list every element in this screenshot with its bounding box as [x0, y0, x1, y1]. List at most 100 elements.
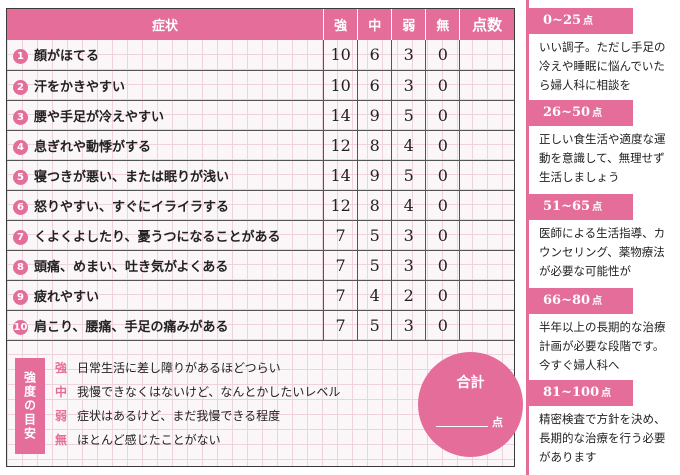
table-row: 6 怒りやすい、すぐにイライラする 12 8 4 0	[7, 190, 514, 221]
legend-text: 我慢できなくはないけど、なんとかしたいレベル	[77, 385, 341, 399]
description-line: 半年以上の長期的な治療	[539, 320, 666, 334]
table-row: 10 肩こり、腰痛、手足の痛みがある 7 5 3 0	[7, 310, 514, 341]
score-weak[interactable]: 3	[391, 70, 426, 101]
score-strong[interactable]: 14	[323, 160, 358, 191]
result-panel: 0~25 点いい調子。ただし手足の 冷えや睡眠に悩んでいた ら婦人科に相談を 26~50…	[526, 0, 680, 475]
score-medium[interactable]: 5	[357, 310, 392, 341]
score-weak[interactable]: 2	[391, 280, 426, 311]
total-unit: 点	[492, 416, 503, 429]
row-number-badge: 5	[13, 169, 28, 185]
legend-item-medium: 中我慢できなくはないけど、なんとかしたいレベル	[55, 382, 340, 402]
score-weak[interactable]: 3	[391, 40, 426, 71]
score-weak[interactable]: 3	[391, 310, 426, 341]
row-number-badge: 8	[13, 259, 28, 275]
score-none[interactable]: 0	[425, 280, 460, 311]
score-medium[interactable]: 9	[357, 160, 392, 191]
symptom-label: 頭痛、めまい、吐き気がよくある	[34, 259, 229, 275]
row-number-badge: 4	[13, 139, 28, 155]
score-none[interactable]: 0	[425, 190, 460, 221]
row-number-badge: 9	[13, 289, 28, 305]
score-medium[interactable]: 6	[357, 40, 392, 71]
score-strong[interactable]: 7	[323, 250, 358, 281]
score-strong[interactable]: 10	[323, 70, 358, 101]
score-medium[interactable]: 6	[357, 70, 392, 101]
score-strong[interactable]: 7	[323, 220, 358, 251]
score-strong[interactable]: 12	[323, 130, 358, 161]
score-weak[interactable]: 5	[391, 100, 426, 131]
score-medium[interactable]: 8	[357, 190, 392, 221]
range-value: 26~50	[543, 105, 591, 120]
score-weak[interactable]: 5	[391, 160, 426, 191]
score-none[interactable]: 0	[425, 220, 460, 251]
description-line: があります	[539, 450, 597, 464]
symptom-label: 疲れやすい	[34, 289, 100, 305]
score-none[interactable]: 0	[425, 310, 460, 341]
score-none[interactable]: 0	[425, 70, 460, 101]
header-strong: 強	[323, 9, 358, 40]
points-cell[interactable]	[459, 100, 514, 131]
score-weak[interactable]: 4	[391, 130, 426, 161]
description-line: ウンセリング、薬物療法	[539, 245, 665, 259]
header-symptom: 症状	[7, 9, 324, 40]
score-strong[interactable]: 10	[323, 40, 358, 71]
score-none[interactable]: 0	[425, 160, 460, 191]
points-cell[interactable]	[459, 190, 514, 221]
description-line: ら婦人科に相談を	[539, 78, 631, 92]
score-none[interactable]: 0	[425, 40, 460, 71]
table-row: 2 汗をかきやすい 10 6 3 0	[7, 70, 514, 101]
description-line: 生活しましょう	[539, 170, 620, 184]
legend-key: 中	[55, 385, 68, 399]
points-cell[interactable]	[459, 160, 514, 191]
row-number-badge: 3	[13, 109, 28, 125]
points-cell[interactable]	[459, 70, 514, 101]
score-medium[interactable]: 4	[357, 280, 392, 311]
score-none[interactable]: 0	[425, 130, 460, 161]
header-weak: 弱	[391, 9, 426, 40]
description-line: 動を意識して、無理せず	[539, 151, 665, 165]
score-weak[interactable]: 3	[391, 250, 426, 281]
row-number-badge: 10	[13, 319, 28, 335]
score-range-badge: 51~65 点	[529, 194, 633, 220]
range-description: 医師による生活指導、カ ウンセリング、薬物療法 が必要な可能性が	[539, 224, 680, 281]
range-description: 精密検査で方針を決め、 長期的な治療を行う必要 があります	[539, 410, 680, 467]
range-unit: 点	[592, 296, 603, 307]
header-points: 点数	[459, 9, 514, 40]
description-line: 医師による生活指導、カ	[539, 226, 666, 240]
total-label: 合計	[456, 375, 485, 391]
symptom-label: 怒りやすい、すぐにイライラする	[34, 199, 230, 215]
score-medium[interactable]: 5	[357, 220, 392, 251]
description-line: 計画が必要な段階です。	[539, 339, 665, 353]
points-cell[interactable]	[459, 280, 514, 311]
points-cell[interactable]	[459, 130, 514, 161]
score-medium[interactable]: 8	[357, 130, 392, 161]
points-cell[interactable]	[459, 250, 514, 281]
symptom-cell: 9 疲れやすい	[7, 280, 324, 311]
legend-title: 強度の目安	[15, 358, 45, 454]
range-description: 正しい食生活や適度な運 動を意識して、無理せず 生活しましょう	[539, 130, 680, 187]
total-input-line[interactable]	[436, 426, 488, 427]
score-range-badge: 0~25 点	[529, 8, 633, 34]
score-none[interactable]: 0	[425, 100, 460, 131]
range-value: 0~25	[543, 13, 582, 28]
symptom-label: 肩こり、腰痛、手足の痛みがある	[34, 319, 229, 335]
points-cell[interactable]	[459, 40, 514, 71]
symptom-cell: 6 怒りやすい、すぐにイライラする	[7, 190, 324, 221]
symptom-cell: 5 寝つきが悪い、または眠りが浅い	[7, 160, 324, 191]
score-strong[interactable]: 7	[323, 310, 358, 341]
points-cell[interactable]	[459, 220, 514, 251]
score-strong[interactable]: 7	[323, 280, 358, 311]
table-header-row: 症状 強 中 弱 無 点数	[7, 9, 514, 40]
description-line: いい調子。ただし手足の	[539, 40, 666, 54]
header-none: 無	[425, 9, 460, 40]
legend-text: 症状はあるけど、まだ我慢できる程度	[77, 409, 281, 423]
score-medium[interactable]: 5	[357, 250, 392, 281]
score-weak[interactable]: 4	[391, 190, 426, 221]
score-range-badge: 66~80 点	[529, 288, 633, 314]
score-strong[interactable]: 12	[323, 190, 358, 221]
range-value: 66~80	[543, 293, 591, 308]
points-cell[interactable]	[459, 310, 514, 341]
score-weak[interactable]: 3	[391, 220, 426, 251]
score-none[interactable]: 0	[425, 250, 460, 281]
score-medium[interactable]: 9	[357, 100, 392, 131]
score-strong[interactable]: 14	[323, 100, 358, 131]
